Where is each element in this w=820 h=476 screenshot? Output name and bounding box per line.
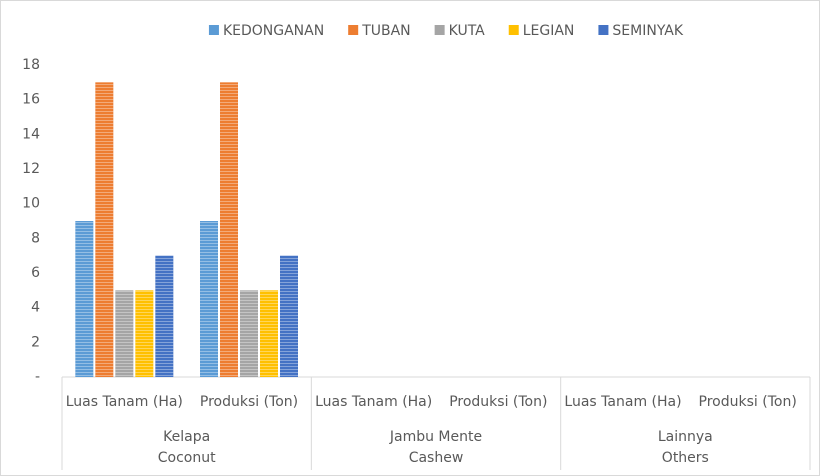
legend-label: KEDONGANAN	[223, 23, 324, 39]
group-label: Jambu Mente	[389, 429, 482, 445]
bar-texture	[220, 82, 238, 377]
y-tick-label: 18	[22, 57, 40, 73]
x-tick-label: Produksi (Ton)	[699, 394, 797, 410]
legend-swatch	[434, 25, 445, 35]
x-tick-label: Luas Tanam (Ha)	[564, 394, 681, 410]
bar-texture	[135, 290, 154, 377]
y-tick-label: 12	[22, 161, 40, 177]
bar-texture	[75, 221, 94, 377]
legend-swatch	[598, 25, 609, 35]
y-tick-label: 10	[22, 196, 40, 212]
y-tick-label: 16	[22, 92, 40, 108]
y-tick-label: 14	[22, 126, 40, 142]
x-tick-label: Luas Tanam (Ha)	[66, 394, 183, 410]
legend-swatch	[508, 25, 519, 35]
legend-swatch	[348, 25, 359, 35]
group-label: Coconut	[158, 450, 216, 466]
y-tick-label: 4	[31, 300, 40, 316]
y-tick-label: 8	[31, 230, 40, 246]
bar-texture	[260, 290, 278, 377]
legend-label: TUBAN	[361, 23, 410, 39]
y-tick-label: 2	[31, 334, 40, 350]
legend-label: KUTA	[449, 23, 486, 39]
group-label: Kelapa	[163, 429, 210, 445]
x-tick-label: Luas Tanam (Ha)	[315, 394, 432, 410]
bar-texture	[155, 255, 174, 377]
group-label: Cashew	[409, 450, 464, 466]
legend-swatch	[208, 25, 219, 35]
bar-texture	[240, 290, 258, 377]
group-label: Lainnya	[658, 429, 713, 445]
y-tick-label: 6	[31, 265, 40, 281]
group-label: Others	[662, 450, 709, 466]
bar-texture	[200, 221, 218, 377]
legend-label: SEMINYAK	[612, 23, 683, 39]
bar-texture	[280, 255, 298, 377]
x-tick-label: Produksi (Ton)	[449, 394, 547, 410]
legend-label: LEGIAN	[523, 23, 575, 39]
bar-texture	[95, 82, 114, 377]
x-tick-label: Produksi (Ton)	[200, 394, 298, 410]
y-tick-label: -	[35, 369, 40, 385]
bar-texture	[115, 290, 134, 377]
